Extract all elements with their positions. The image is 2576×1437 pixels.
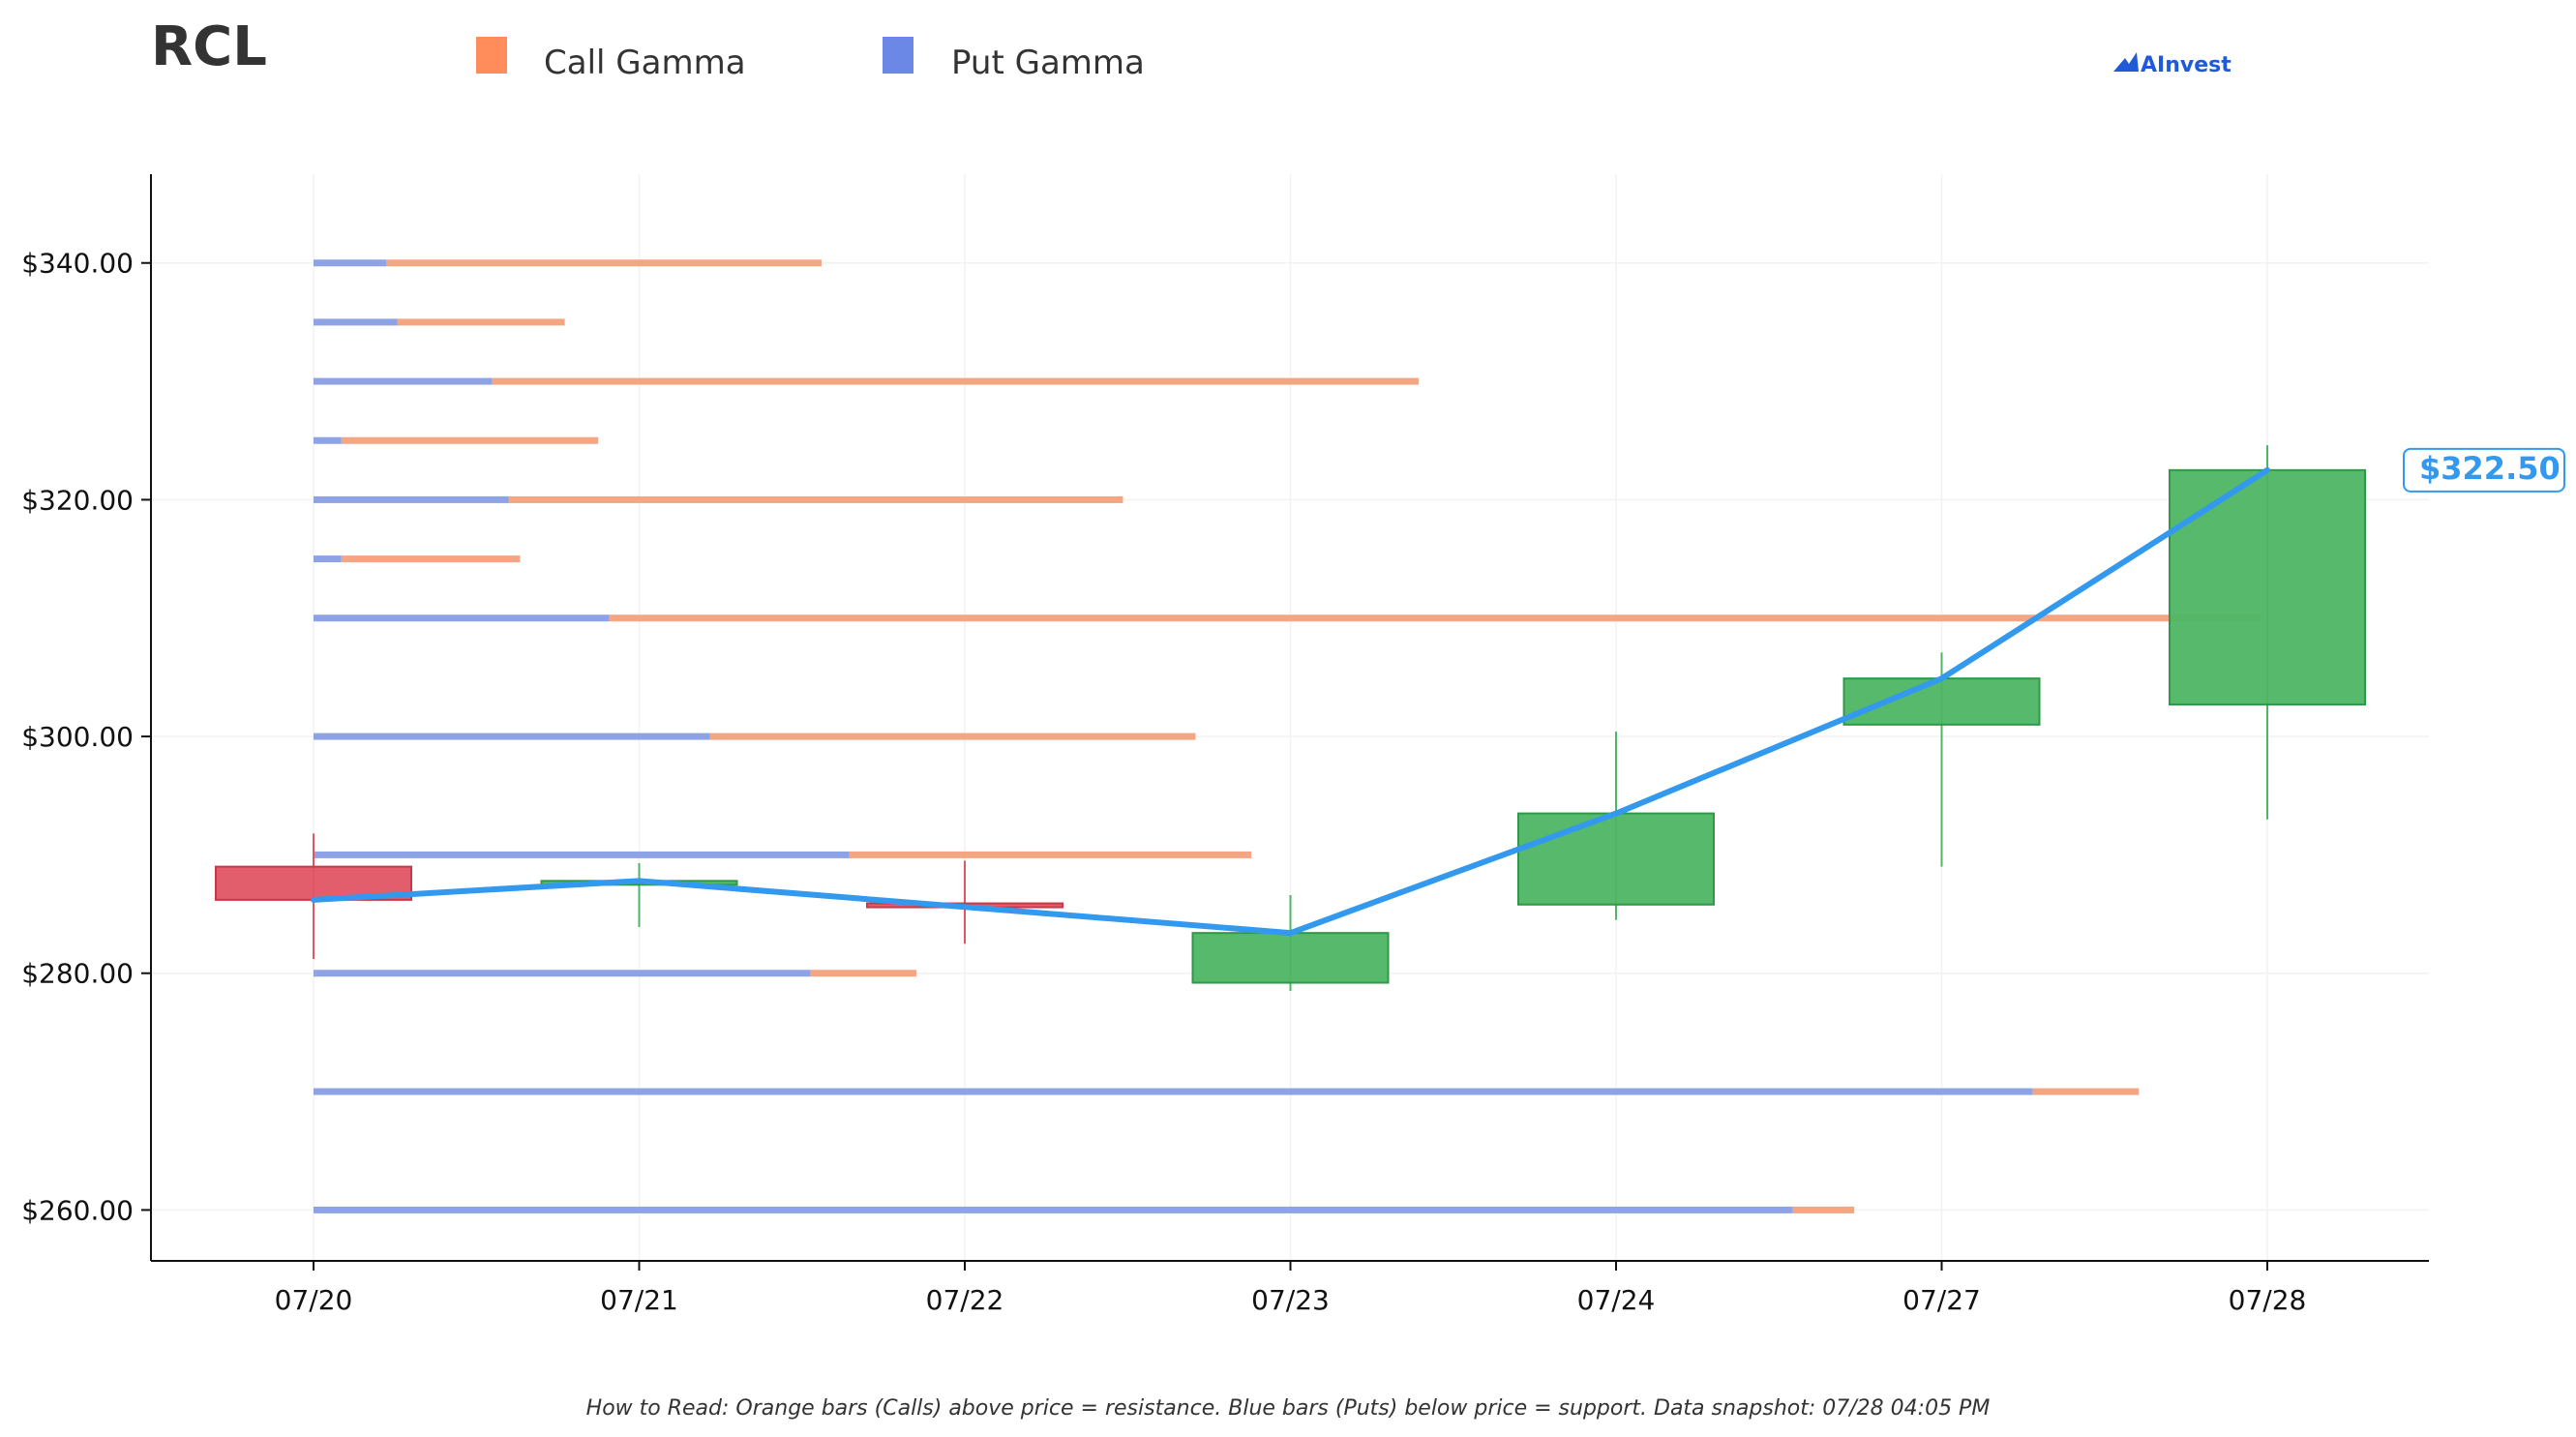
put-gamma-bar <box>314 970 811 977</box>
put-gamma-bar <box>314 259 386 267</box>
candle-body <box>2169 468 2366 706</box>
y-tick-label: $320.00 <box>21 484 134 516</box>
x-tick-label: 07/20 <box>275 1284 353 1316</box>
call-gamma-bar <box>810 970 917 977</box>
y-tick-label: $300.00 <box>21 721 134 753</box>
candle-body <box>1517 812 1715 906</box>
y-tick-label: $260.00 <box>21 1194 134 1226</box>
put-gamma-bar <box>314 851 850 858</box>
call-gamma-bar <box>609 614 2262 622</box>
x-tick-label: 07/24 <box>1577 1284 1656 1316</box>
x-tick-label: 07/28 <box>2229 1284 2307 1316</box>
candle-body <box>1842 677 2041 726</box>
x-tick-label: 07/21 <box>600 1284 678 1316</box>
call-gamma-bar <box>341 436 599 444</box>
x-tick-label: 07/27 <box>1902 1284 1981 1316</box>
call-gamma-bar <box>508 495 1123 503</box>
last-price-label: $322.50 <box>2419 450 2561 487</box>
call-gamma-bar <box>492 377 1420 385</box>
put-gamma-bar <box>314 436 342 444</box>
call-gamma-bar <box>341 555 521 563</box>
close-price-line <box>311 466 2270 937</box>
legend-swatch-call <box>476 37 507 74</box>
legend: Call Gamma Put Gamma <box>476 37 1145 82</box>
call-gamma-bar <box>2032 1088 2140 1095</box>
put-gamma-bar <box>314 495 509 503</box>
legend-swatch-put <box>883 37 914 74</box>
put-gamma-bar <box>314 318 398 326</box>
candle-body <box>1191 932 1390 984</box>
tick-labels: $260.00 $280.00 $300.00 $320.00 $340.00 07/20… <box>21 248 2306 1316</box>
put-gamma-bar <box>314 614 610 622</box>
call-gamma-bar <box>397 318 565 326</box>
legend-label-put: Put Gamma <box>951 44 1145 82</box>
y-tick-label: $280.00 <box>21 958 134 990</box>
call-gamma-bar <box>385 259 822 267</box>
how-to-read-footnote: How to Read: Orange bars (Calls) above p… <box>586 1396 1991 1421</box>
put-gamma-bar <box>314 377 493 385</box>
y-tick-label: $340.00 <box>21 248 134 280</box>
gamma-bars <box>314 259 2262 1213</box>
x-tick-label: 07/23 <box>1251 1284 1330 1316</box>
call-gamma-bar <box>1792 1206 1855 1213</box>
brand-logo: AInvest <box>2113 52 2232 77</box>
last-price-badge: $322.50 <box>2403 447 2565 493</box>
price-line <box>311 466 2270 937</box>
grid <box>151 174 2429 1261</box>
call-gamma-bar <box>849 851 1252 858</box>
last-price-box <box>2403 447 2565 493</box>
chart-logo-icon <box>2113 52 2139 72</box>
call-gamma-bar <box>709 733 1196 740</box>
put-gamma-bar <box>314 1088 2033 1095</box>
ticker-title: RCL <box>151 15 267 78</box>
put-gamma-bar <box>314 555 342 563</box>
brand-name: AInvest <box>2141 53 2232 77</box>
x-tick-label: 07/22 <box>926 1284 1004 1316</box>
put-gamma-bar <box>314 1206 1793 1213</box>
legend-label-call: Call Gamma <box>544 44 746 82</box>
put-gamma-bar <box>314 733 710 740</box>
